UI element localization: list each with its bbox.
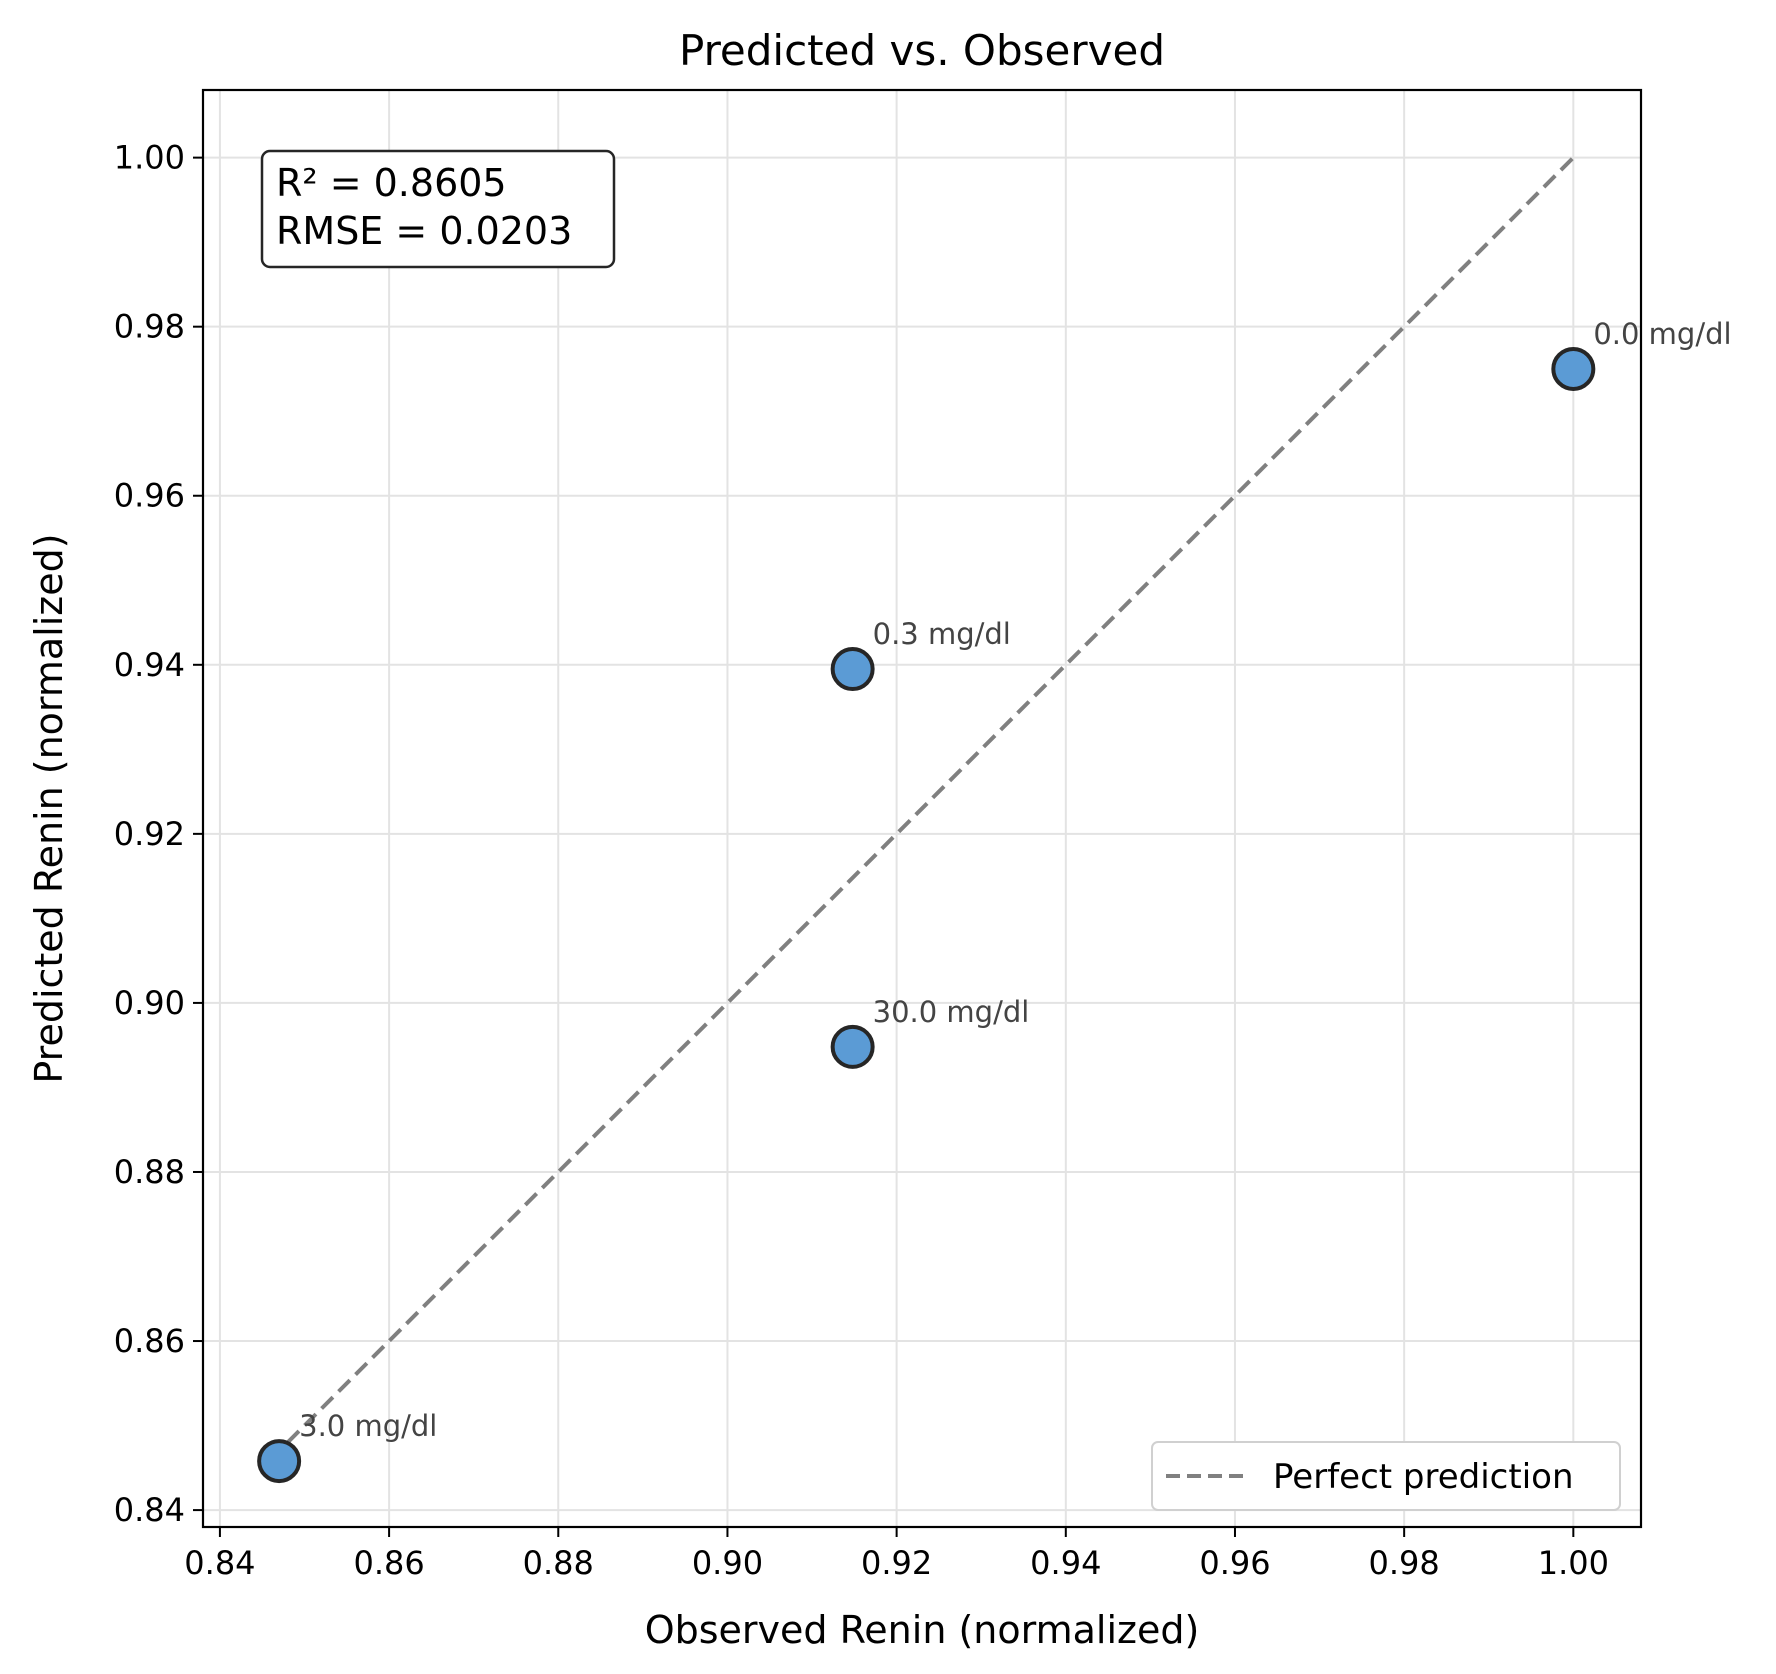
legend-frame xyxy=(1151,1441,1621,1511)
x-tick-label: 0.98 xyxy=(1369,1544,1440,1582)
x-tick-label: 0.92 xyxy=(861,1544,932,1582)
x-tick-label: 0.94 xyxy=(1030,1544,1101,1582)
y-tick-label: 0.96 xyxy=(114,477,185,515)
data-point xyxy=(830,647,875,692)
perfect-prediction-line xyxy=(269,156,1575,1461)
x-tick-label: 0.86 xyxy=(353,1544,424,1582)
stats-box: R² = 0.8605 RMSE = 0.0203 xyxy=(260,149,616,269)
data-point-label: 30.0 mg/dl xyxy=(873,995,1030,1029)
plot-frame xyxy=(201,88,1643,1529)
x-tick-label: 0.96 xyxy=(1199,1544,1270,1582)
y-tick-label: 0.84 xyxy=(114,1491,185,1529)
point-labels-layer: 0.0 mg/dl 0.3 mg/dl 3.0 mg/dl 30.0 mg/dl xyxy=(299,317,1731,1443)
y-tick-label: 0.88 xyxy=(114,1153,185,1191)
y-tick-label: 0.92 xyxy=(114,815,185,853)
y-tick-label: 0.98 xyxy=(114,308,185,346)
y-tick-label: 0.90 xyxy=(114,984,185,1022)
legend: Perfect prediction xyxy=(1151,1441,1621,1511)
x-tick-label: 1.00 xyxy=(1538,1544,1609,1582)
stats-r2: R² = 0.8605 xyxy=(276,161,507,205)
y-axis-label: Predicted Renin (normalized) xyxy=(27,533,71,1083)
data-point xyxy=(257,1439,302,1484)
x-tick-label: 0.88 xyxy=(523,1544,594,1582)
legend-entry-perfect-prediction: Perfect prediction xyxy=(1273,1457,1574,1497)
stats-rmse: RMSE = 0.0203 xyxy=(276,209,572,253)
chart-title: Predicted vs. Observed xyxy=(679,26,1165,75)
x-axis-ticks: 0.84 0.86 0.88 0.90 0.92 0.94 0.96 0.98 1.00 xyxy=(184,1527,1609,1582)
x-axis-label: Observed Renin (normalized) xyxy=(645,1608,1200,1652)
y-axis-ticks: 0.84 0.86 0.88 0.90 0.92 0.94 0.96 0.98 1.00 xyxy=(114,139,203,1529)
data-point-label: 3.0 mg/dl xyxy=(299,1409,437,1443)
points-layer xyxy=(257,346,1596,1484)
reference-line-layer xyxy=(269,156,1575,1461)
data-point-label: 0.3 mg/dl xyxy=(873,617,1011,651)
data-point xyxy=(1551,346,1596,391)
y-tick-label: 0.86 xyxy=(114,1322,185,1360)
y-tick-label: 1.00 xyxy=(114,139,185,177)
x-tick-label: 0.84 xyxy=(184,1544,255,1582)
y-tick-label: 0.94 xyxy=(114,646,185,684)
stats-box-frame xyxy=(260,149,616,269)
data-point-label: 0.0 mg/dl xyxy=(1593,317,1731,351)
data-point xyxy=(830,1024,875,1069)
x-tick-label: 0.90 xyxy=(692,1544,763,1582)
